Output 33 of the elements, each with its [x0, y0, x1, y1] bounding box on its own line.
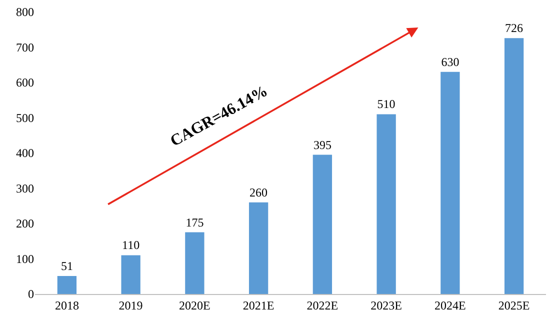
x-tick-label: 2018	[54, 298, 79, 312]
data-label: 630	[441, 54, 460, 69]
data-label: 395	[313, 138, 332, 152]
data-label: 175	[186, 215, 204, 230]
x-tick-label: 2024E	[434, 298, 466, 312]
y-tick-label: 100	[16, 252, 34, 266]
data-label: 260	[250, 185, 268, 200]
y-tick-label: 800	[16, 5, 34, 20]
data-label: 510	[377, 97, 396, 112]
x-tick-label: 2023E	[370, 298, 402, 312]
bar	[312, 154, 332, 294]
y-tick-label: 200	[16, 216, 34, 231]
bar	[57, 276, 77, 294]
x-tick-label: 2019	[118, 298, 143, 312]
bar	[121, 255, 140, 294]
bar	[248, 202, 268, 294]
x-tick-label: 2022E	[306, 298, 338, 312]
y-tick-label: 600	[16, 76, 34, 90]
data-label: 110	[122, 238, 140, 252]
bar	[440, 72, 460, 294]
y-tick-label: 300	[16, 181, 34, 196]
y-tick-label: 500	[16, 110, 34, 125]
y-tick-label: 700	[16, 40, 34, 54]
bar	[185, 232, 204, 294]
x-tick-label: 2025E	[498, 298, 530, 312]
y-tick-label: 400	[16, 146, 34, 160]
bar	[376, 114, 396, 294]
x-tick-label: 2021E	[242, 298, 274, 312]
bar	[504, 38, 524, 294]
data-label: 51	[60, 259, 73, 274]
data-label: 726	[505, 21, 524, 36]
x-tick-label: 2020E	[179, 298, 210, 312]
y-tick-label: 0	[28, 287, 34, 302]
